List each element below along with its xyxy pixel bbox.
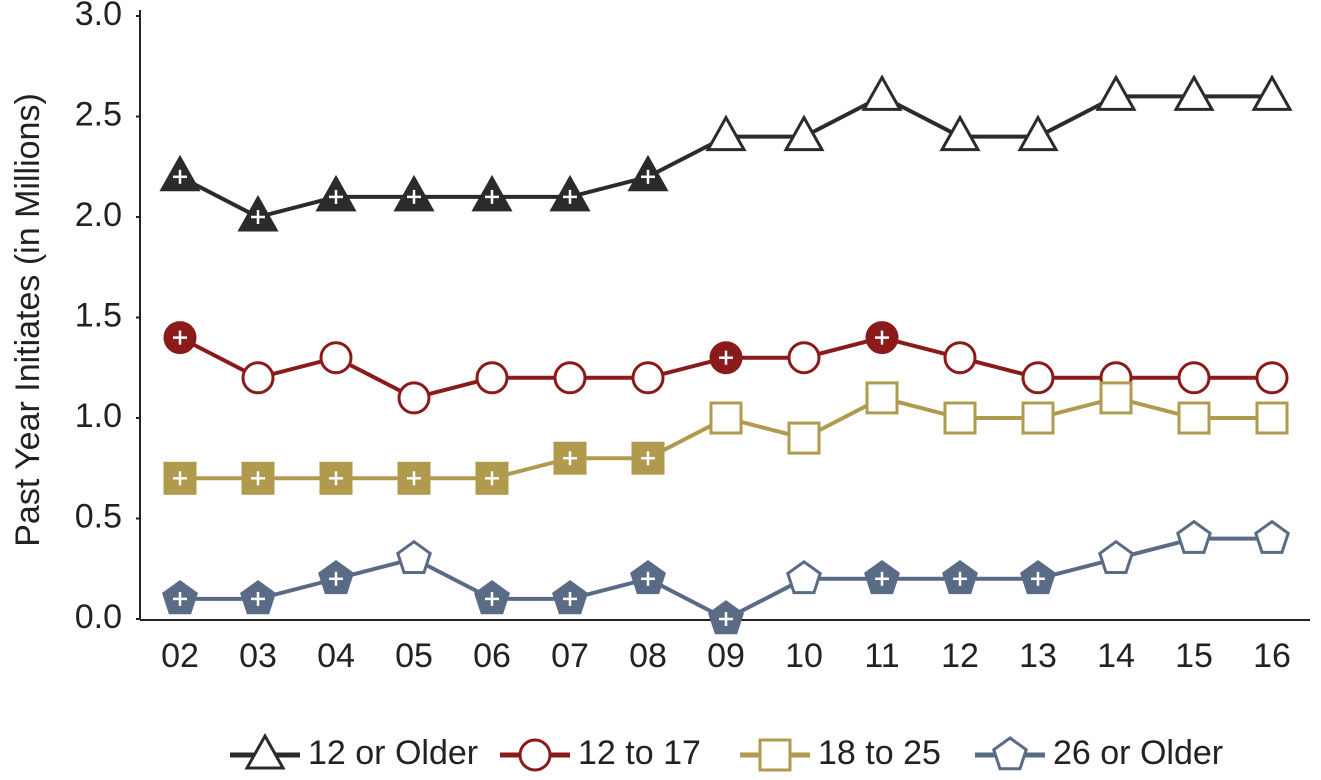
- marker: [1255, 401, 1289, 435]
- marker: [709, 401, 743, 435]
- marker: [241, 361, 275, 395]
- x-tick-label: 02: [161, 637, 199, 675]
- marker: [943, 401, 977, 435]
- x-tick-label: 15: [1175, 637, 1213, 675]
- y-tick-label: 0.5: [75, 497, 122, 535]
- marker: [992, 736, 1028, 771]
- x-tick-label: 08: [629, 637, 667, 675]
- x-tick-label: 13: [1019, 637, 1057, 675]
- marker: [705, 114, 747, 152]
- marker: [1177, 361, 1211, 395]
- marker: [396, 539, 432, 574]
- x-tick-label: 04: [317, 637, 355, 675]
- x-tick-label: 09: [707, 637, 745, 675]
- marker: [1254, 519, 1290, 554]
- legend-label: 26 or Older: [1053, 734, 1223, 772]
- marker: [1251, 74, 1293, 111]
- y-tick-label: 2.0: [75, 196, 122, 234]
- marker: [1021, 401, 1055, 435]
- marker: [1021, 361, 1055, 395]
- y-tick-label: 3.0: [75, 0, 122, 33]
- marker: [1095, 74, 1137, 111]
- marker: [397, 381, 431, 415]
- x-tick-label: 10: [785, 637, 823, 675]
- marker: [244, 732, 286, 770]
- marker: [865, 381, 899, 415]
- marker: [787, 341, 821, 375]
- marker: [1017, 114, 1059, 152]
- x-tick-label: 06: [473, 637, 511, 675]
- marker: [518, 738, 552, 772]
- marker: [1098, 539, 1134, 574]
- marker: [1255, 361, 1289, 395]
- marker: [786, 559, 822, 595]
- marker: [1177, 401, 1211, 435]
- marker: [475, 361, 509, 395]
- marker: [1099, 381, 1133, 415]
- y-tick-label: 1.0: [75, 397, 122, 435]
- legend-label: 12 or Older: [308, 734, 478, 772]
- x-tick-label: 11: [864, 637, 899, 675]
- marker: [861, 74, 903, 111]
- marker: [1173, 74, 1215, 111]
- x-tick-label: 14: [1097, 637, 1135, 675]
- marker: [943, 341, 977, 375]
- marker: [1176, 519, 1212, 554]
- y-tick-label: 2.5: [75, 95, 122, 133]
- marker: [319, 341, 353, 375]
- marker: [758, 738, 792, 772]
- marker: [787, 421, 821, 455]
- marker: [783, 114, 825, 152]
- y-axis-label: Past Year Initiates (in Millions): [9, 93, 47, 547]
- y-tick-label: 1.5: [75, 296, 122, 334]
- x-tick-label: 05: [395, 637, 433, 675]
- x-tick-label: 12: [941, 637, 979, 675]
- x-tick-label: 16: [1253, 637, 1291, 675]
- marker: [631, 361, 665, 395]
- marker: [939, 114, 981, 152]
- legend-label: 12 to 17: [578, 734, 701, 772]
- x-tick-label: 07: [551, 637, 589, 675]
- legend-label: 18 to 25: [818, 734, 941, 772]
- x-tick-label: 03: [239, 637, 277, 675]
- y-tick-label: 0.0: [75, 598, 122, 636]
- marker: [553, 361, 587, 395]
